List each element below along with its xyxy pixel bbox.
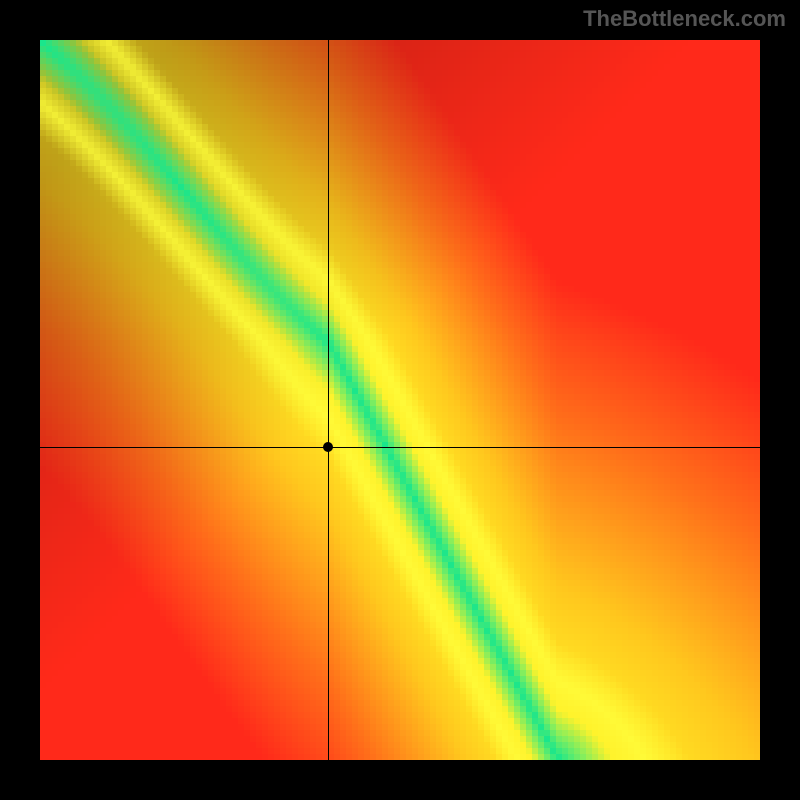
crosshair-vertical [328, 40, 329, 760]
selection-marker-dot [323, 442, 333, 452]
chart-container: TheBottleneck.com [0, 0, 800, 800]
crosshair-horizontal [40, 447, 760, 448]
bottleneck-heatmap [40, 40, 760, 760]
watermark-text: TheBottleneck.com [583, 6, 786, 32]
